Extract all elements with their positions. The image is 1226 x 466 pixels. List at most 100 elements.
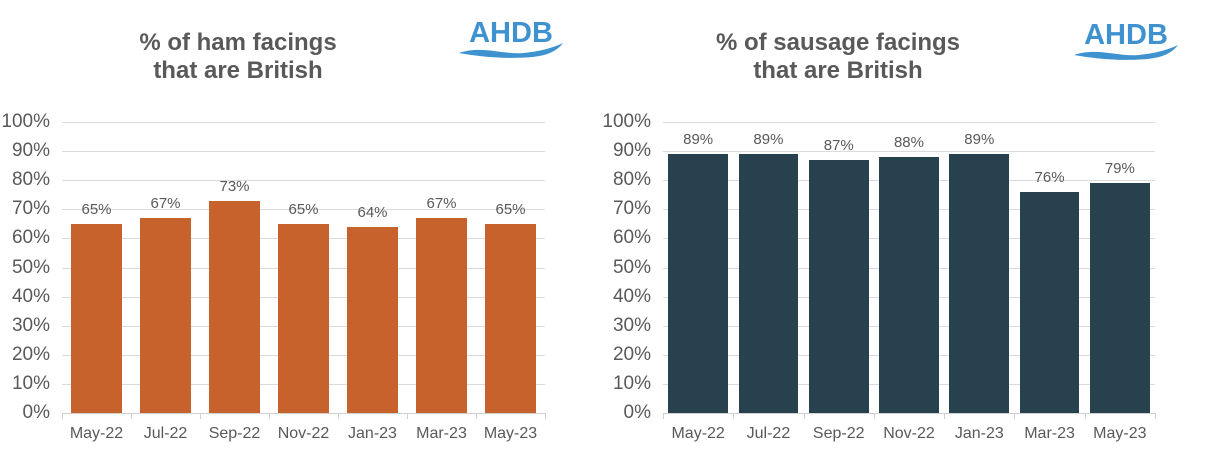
x-axis-tick (944, 413, 946, 419)
bar-group: 65% May-23 (476, 122, 545, 442)
bar-group: 88% Nov-22 (874, 122, 944, 442)
y-axis-tick-label: 40% (11, 285, 50, 307)
x-axis-category-label: Mar-23 (1024, 425, 1075, 442)
gridline (62, 151, 545, 153)
bar (949, 154, 1010, 413)
y-axis-tick-label: 60% (11, 227, 50, 249)
bar-value-label: 89% (753, 131, 784, 149)
x-axis-category-label: Sep-22 (208, 425, 261, 442)
y-axis-tick-label: 10% (612, 372, 651, 394)
bar (668, 154, 728, 413)
ahdb-logo-text: AHDB (469, 17, 553, 49)
bar (808, 159, 869, 413)
bar-value-label: 76% (1034, 168, 1065, 186)
bar (278, 223, 329, 413)
x-axis-category-label: May-22 (69, 425, 124, 442)
y-axis-tick-label: 80% (612, 169, 651, 191)
bar-value-label: 65% (81, 200, 112, 218)
x-axis-tick (733, 413, 735, 419)
y-axis-tick-label: 30% (612, 314, 651, 336)
gridline (62, 180, 545, 182)
x-axis-tick (1155, 413, 1156, 419)
bar (71, 223, 122, 413)
bar (879, 156, 939, 413)
bar-value-label: 79% (1104, 160, 1135, 178)
x-axis-tick (1084, 413, 1086, 419)
x-axis-tick (200, 413, 201, 419)
bar-group: 65% May-22 (62, 122, 131, 442)
y-axis-tick-label: 30% (11, 314, 50, 336)
ham-chart-plot-area: 0% 10% 20% 30% 40% 50% 60% 70% 80% 90% 100% 65% May-… (1, 111, 546, 442)
x-axis-category-label: Sep-22 (812, 425, 865, 442)
bar-group: 87% Sep-22 (804, 122, 874, 442)
y-axis-tick-label: 90% (612, 140, 651, 162)
bar (347, 226, 398, 413)
gridline (663, 151, 1155, 153)
x-axis-category-label: Jan-23 (954, 425, 1004, 442)
bar-value-label: 73% (219, 177, 250, 195)
ahdb-logo-wave-icon (1073, 45, 1179, 60)
bar-group: 89% Jul-22 (733, 122, 803, 442)
ahdb-logo-text: AHDB (1084, 19, 1168, 51)
x-axis-tick (269, 413, 270, 419)
y-axis-tick-label: 0% (623, 402, 651, 423)
bar (416, 218, 467, 413)
bar-group: 67% Jul-22 (131, 122, 200, 442)
ahdb-logo-wave-icon (458, 43, 564, 58)
bar-value-label: 64% (357, 203, 388, 221)
sausage-chart-title: % of sausage facings that are British (715, 29, 961, 84)
x-axis-category-label: Jul-22 (143, 425, 188, 442)
bar-group: 67% Mar-23 (407, 122, 476, 442)
bar-group: 89% May-22 (663, 122, 733, 442)
x-axis-tick (803, 413, 805, 419)
y-axis-tick-label: 10% (11, 372, 50, 394)
sausage-chart-plot-area: 0% 10% 20% 30% 40% 50% 60% 70% 80% 90% 100% 89% May-… (602, 111, 1156, 442)
bar-value-label: 65% (495, 200, 526, 218)
bar (1089, 183, 1150, 413)
y-axis-tick-label: 20% (11, 343, 50, 365)
x-axis-tick (663, 413, 664, 419)
y-axis-tick-label: 100% (1, 111, 50, 132)
x-axis-category-label: May-23 (1093, 425, 1147, 442)
bar (140, 218, 191, 413)
y-axis-tick-label: 80% (11, 169, 50, 191)
x-axis-category-label: Mar-23 (416, 425, 467, 442)
x-axis-tick (62, 413, 63, 419)
y-axis-tick-label: 0% (22, 402, 50, 423)
bar-value-label: 89% (683, 131, 714, 149)
x-axis-line (62, 413, 545, 414)
ham-chart-title: % of ham facings that are British (139, 29, 337, 84)
ahdb-logo: AHDB (1070, 19, 1182, 62)
ham-facings-chart: % of ham facings that are British AHDB 0… (0, 0, 570, 466)
ahdb-logo: AHDB (455, 17, 567, 60)
bar-group: 64% Jan-23 (338, 122, 407, 442)
bar (485, 223, 536, 413)
bar-value-label: 87% (823, 136, 854, 154)
x-axis-tick (873, 413, 875, 419)
bar (738, 154, 799, 413)
x-axis-category-label: Nov-22 (883, 425, 935, 442)
y-axis-tick-label: 70% (11, 198, 50, 220)
bar-value-label: 67% (426, 195, 457, 213)
bar-value-label: 88% (893, 133, 924, 151)
x-axis-category-label: May-23 (483, 425, 538, 442)
bar-group: 73% Sep-22 (200, 122, 269, 442)
x-axis-category-label: Jan-23 (348, 425, 397, 442)
bar-group: 89% Jan-23 (944, 122, 1014, 442)
x-axis-category-label: Nov-22 (277, 425, 330, 442)
x-axis-category-label: May-22 (671, 425, 725, 442)
bar-value-label: 67% (150, 195, 181, 213)
y-axis-tick-label: 20% (612, 343, 651, 365)
x-axis-tick (1014, 413, 1016, 419)
sausage-facings-chart: % of sausage facings that are British AH… (590, 0, 1226, 466)
y-axis-tick-label: 40% (612, 285, 651, 307)
bar (209, 200, 260, 413)
x-axis-tick (407, 413, 408, 419)
x-axis-category-label: Jul-22 (746, 425, 791, 442)
gridline (62, 209, 545, 211)
bar-group: 65% Nov-22 (269, 122, 338, 442)
x-axis-tick (338, 413, 339, 419)
y-axis-tick-label: 50% (612, 256, 651, 278)
gridline (663, 122, 1155, 123)
